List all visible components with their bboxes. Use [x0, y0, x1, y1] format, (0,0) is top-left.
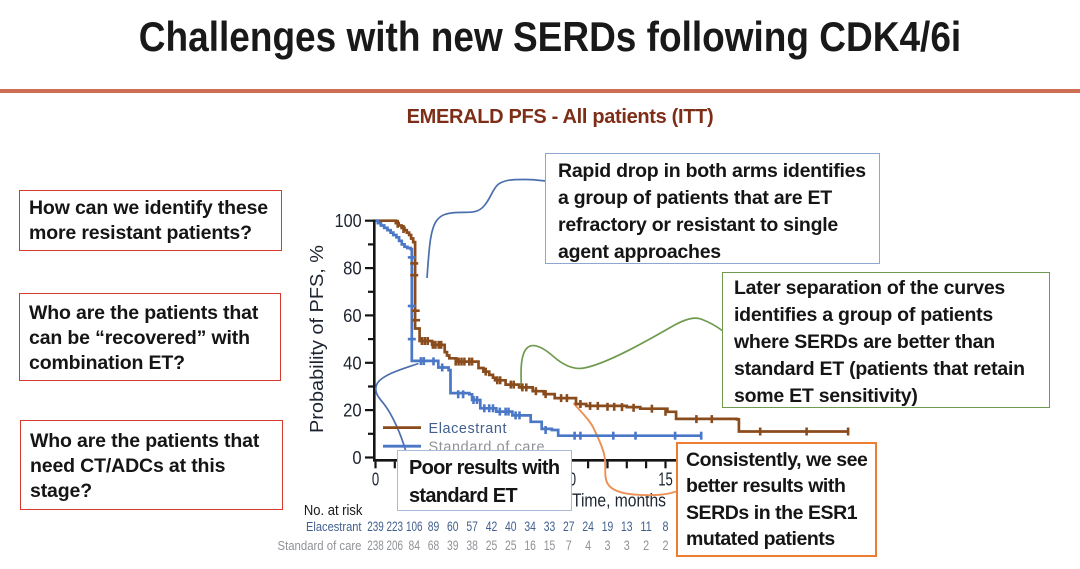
svg-text:238: 238 — [367, 538, 384, 554]
svg-text:80: 80 — [343, 258, 362, 279]
svg-text:7: 7 — [566, 538, 572, 554]
svg-text:19: 19 — [602, 519, 614, 535]
svg-text:42: 42 — [486, 519, 498, 535]
svg-text:11: 11 — [640, 519, 652, 535]
svg-text:3: 3 — [605, 538, 611, 554]
svg-text:2: 2 — [643, 538, 649, 554]
svg-text:34: 34 — [524, 519, 536, 535]
svg-text:13: 13 — [621, 519, 633, 535]
svg-text:89: 89 — [428, 519, 440, 535]
svg-text:40: 40 — [505, 519, 517, 535]
svg-text:68: 68 — [428, 538, 440, 554]
svg-text:60: 60 — [343, 305, 362, 326]
svg-text:60: 60 — [447, 519, 459, 535]
svg-text:3: 3 — [624, 538, 630, 554]
svg-text:223: 223 — [387, 519, 404, 535]
svg-text:No. at risk: No. at risk — [304, 503, 363, 519]
svg-text:239: 239 — [367, 519, 384, 535]
svg-text:16: 16 — [524, 538, 536, 554]
svg-text:33: 33 — [544, 519, 556, 535]
svg-text:Probability of PFS, %: Probability of PFS, % — [306, 245, 327, 433]
svg-text:0: 0 — [352, 447, 361, 468]
svg-text:206: 206 — [387, 538, 404, 554]
svg-text:40: 40 — [343, 352, 362, 373]
svg-text:15: 15 — [544, 538, 556, 554]
svg-text:25: 25 — [486, 538, 498, 554]
svg-text:8: 8 — [663, 519, 669, 535]
svg-text:0: 0 — [372, 469, 379, 490]
svg-text:4: 4 — [585, 538, 591, 554]
svg-text:57: 57 — [466, 519, 478, 535]
svg-text:38: 38 — [466, 538, 478, 554]
svg-text:Elacestrant: Elacestrant — [429, 421, 507, 437]
svg-text:39: 39 — [447, 538, 459, 554]
svg-text:20: 20 — [343, 400, 362, 421]
svg-text:15: 15 — [658, 469, 673, 490]
svg-text:84: 84 — [408, 538, 420, 554]
svg-text:25: 25 — [505, 538, 517, 554]
svg-text:106: 106 — [406, 519, 423, 535]
svg-text:Standard of care: Standard of care — [278, 538, 362, 553]
svg-text:27: 27 — [563, 519, 575, 535]
svg-text:Elacestrant: Elacestrant — [306, 519, 362, 534]
svg-text:2: 2 — [663, 538, 669, 554]
svg-text:24: 24 — [582, 519, 594, 535]
svg-text:100: 100 — [335, 210, 362, 231]
